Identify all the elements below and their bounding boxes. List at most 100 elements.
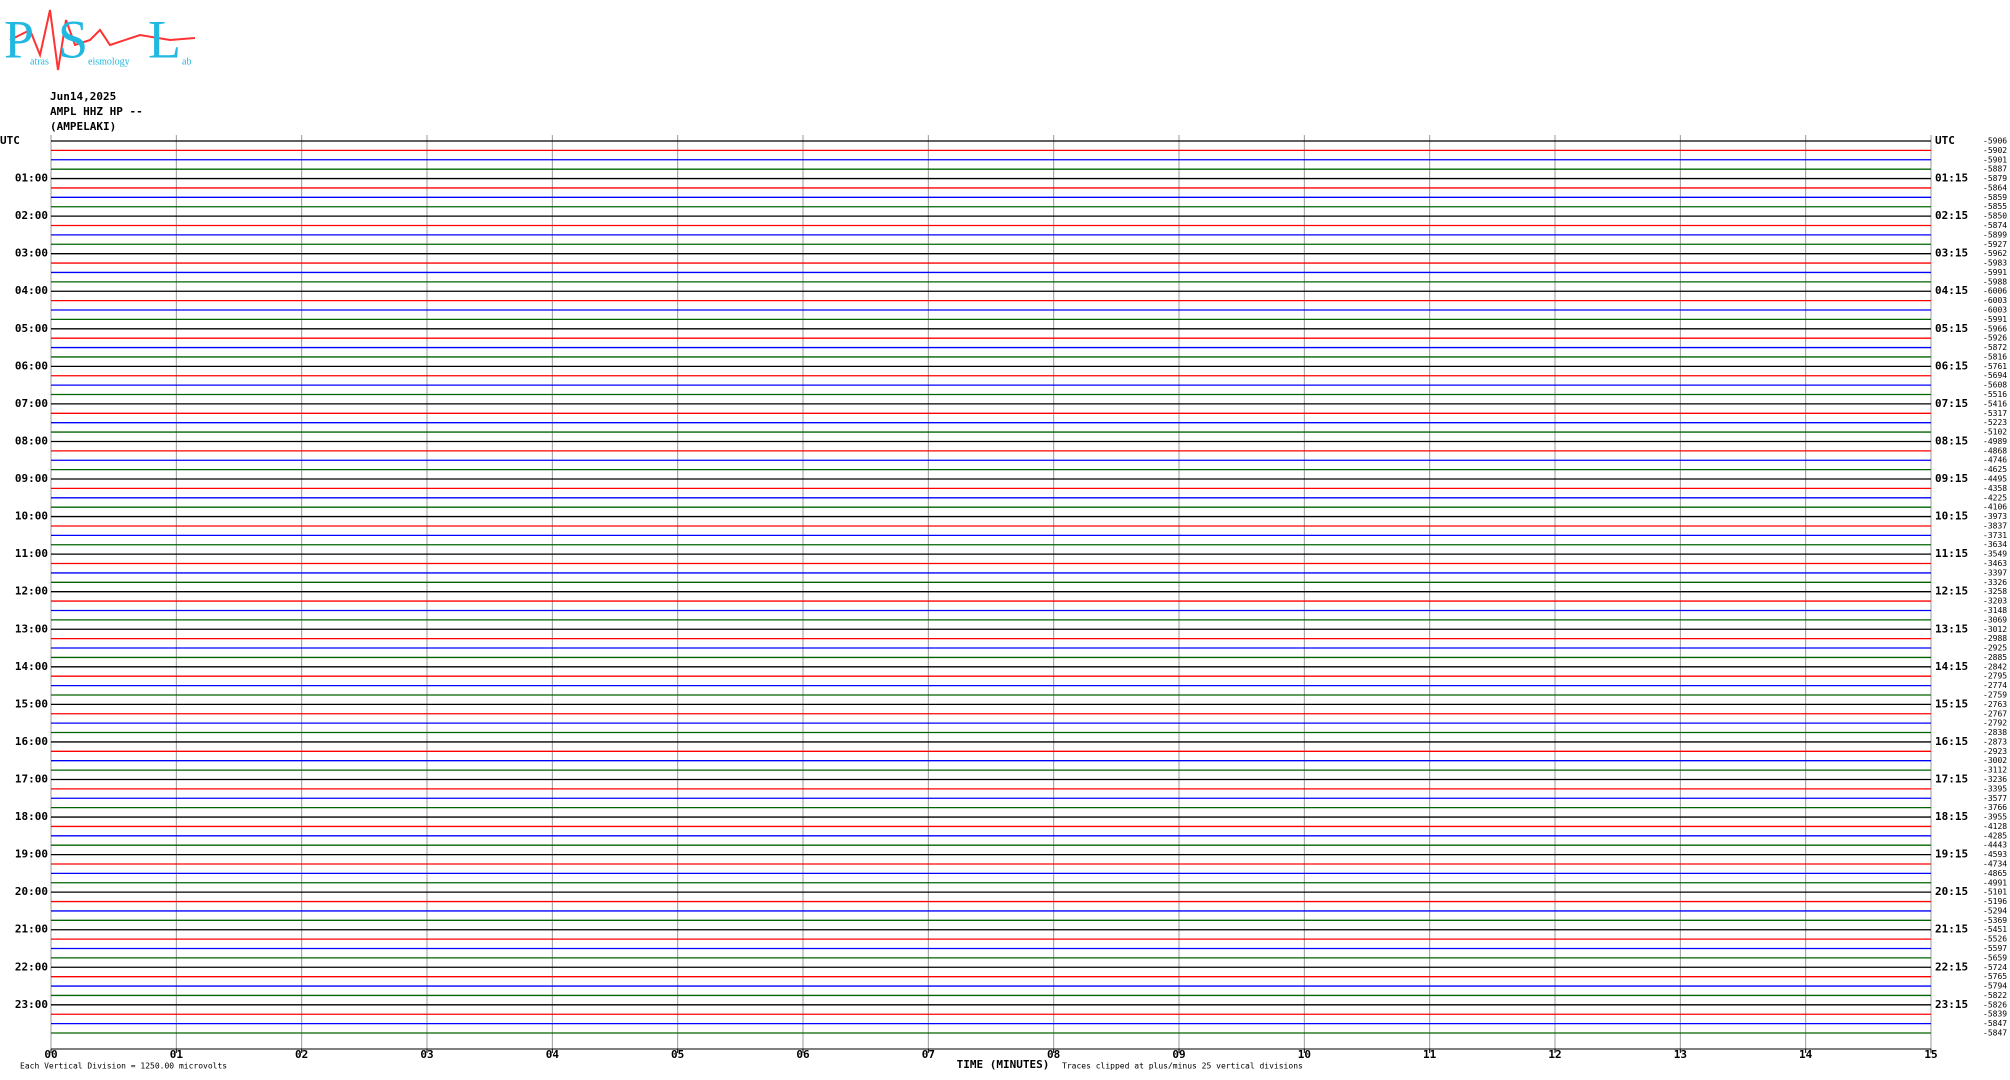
- row-label-right: 08:15: [1935, 434, 1968, 447]
- x-tick-label: 01: [170, 1048, 184, 1061]
- row-label-left: UTC: [0, 134, 20, 147]
- row-label-left: 19:00: [15, 848, 48, 861]
- offset-label: -2873: [1983, 737, 2007, 746]
- logo-letter: L: [148, 9, 181, 69]
- logo-word: ab: [182, 56, 191, 67]
- station: AMPL HHZ HP --: [50, 105, 143, 118]
- row-label-right: 05:15: [1935, 322, 1968, 335]
- offset-label: -5223: [1983, 418, 2007, 427]
- offset-label: -5991: [1983, 268, 2007, 277]
- offset-label: -3002: [1983, 756, 2007, 765]
- offset-label: -2795: [1983, 672, 2007, 681]
- row-label-left: 12:00: [15, 585, 48, 598]
- offset-label: -5850: [1983, 212, 2007, 221]
- offset-label: -5196: [1983, 897, 2007, 906]
- offset-label: -5983: [1983, 259, 2007, 268]
- offset-label: -5659: [1983, 953, 2007, 962]
- offset-label: -2763: [1983, 700, 2007, 709]
- x-tick-label: 06: [796, 1048, 810, 1061]
- offset-label: -2988: [1983, 634, 2007, 643]
- offset-label: -5765: [1983, 972, 2007, 981]
- row-label-right: 06:15: [1935, 359, 1968, 372]
- offset-label: -5597: [1983, 944, 2007, 953]
- offset-label: -5887: [1983, 165, 2007, 174]
- offset-label: -5864: [1983, 183, 2007, 192]
- row-label-right: 10:15: [1935, 510, 1968, 523]
- offset-label: -2792: [1983, 719, 2007, 728]
- offset-label: -6003: [1983, 296, 2007, 305]
- row-label-left: 03:00: [15, 247, 48, 260]
- x-tick-label: 14: [1799, 1048, 1813, 1061]
- offset-label: -3463: [1983, 559, 2007, 568]
- row-label-right: 17:15: [1935, 772, 1968, 785]
- offset-label: -2759: [1983, 690, 2007, 699]
- row-label-left: 04:00: [15, 284, 48, 297]
- offset-label: -2923: [1983, 747, 2007, 756]
- row-label-left: 14:00: [15, 660, 48, 673]
- offset-label: -3069: [1983, 615, 2007, 624]
- row-label-right: 04:15: [1935, 284, 1968, 297]
- offset-label: -5317: [1983, 409, 2007, 418]
- row-label-right: 16:15: [1935, 735, 1968, 748]
- row-label-right: 23:15: [1935, 998, 1968, 1011]
- row-label-right: 03:15: [1935, 247, 1968, 260]
- offset-label: -2885: [1983, 653, 2007, 662]
- row-label-left: 22:00: [15, 960, 48, 973]
- row-label-right: 20:15: [1935, 885, 1968, 898]
- x-tick-label: 15: [1924, 1048, 1937, 1061]
- offset-label: -4225: [1983, 493, 2007, 502]
- row-label-right: 01:15: [1935, 172, 1968, 185]
- offset-label: -6006: [1983, 287, 2007, 296]
- offset-label: -3148: [1983, 606, 2007, 615]
- offset-label: -5966: [1983, 324, 2007, 333]
- offset-label: -3577: [1983, 794, 2007, 803]
- offset-label: -5872: [1983, 343, 2007, 352]
- x-tick-label: 13: [1674, 1048, 1687, 1061]
- offset-label: -5874: [1983, 221, 2007, 230]
- offset-label: -5962: [1983, 249, 2007, 258]
- x-axis-label: TIME (MINUTES): [957, 1058, 1050, 1071]
- row-label-left: 21:00: [15, 923, 48, 936]
- offset-label: -5369: [1983, 916, 2007, 925]
- logo-letter: P: [4, 9, 34, 69]
- x-tick-label: 12: [1548, 1048, 1561, 1061]
- offset-label: -5855: [1983, 202, 2007, 211]
- row-label-left: 11:00: [15, 547, 48, 560]
- row-label-right: 12:15: [1935, 585, 1968, 598]
- offset-label: -5901: [1983, 155, 2007, 164]
- offset-label: -5526: [1983, 935, 2007, 944]
- offset-label: -3395: [1983, 784, 2007, 793]
- offset-label: -5879: [1983, 174, 2007, 183]
- row-label-left: 05:00: [15, 322, 48, 335]
- offset-label: -5761: [1983, 362, 2007, 371]
- offset-label: -5516: [1983, 390, 2007, 399]
- offset-label: -5991: [1983, 315, 2007, 324]
- row-label-left: 09:00: [15, 472, 48, 485]
- x-tick-label: 02: [295, 1048, 308, 1061]
- offset-label: -5294: [1983, 906, 2007, 915]
- logo-letter: S: [58, 9, 88, 69]
- offset-label: -4593: [1983, 850, 2007, 859]
- offset-label: -5822: [1983, 991, 2007, 1000]
- clip-note: Traces clipped at plus/minus 25 vertical…: [1062, 1062, 1303, 1071]
- row-label-right: 09:15: [1935, 472, 1968, 485]
- row-label-left: 16:00: [15, 735, 48, 748]
- offset-label: -5927: [1983, 240, 2007, 249]
- offset-label: -5902: [1983, 146, 2007, 155]
- row-label-left: 17:00: [15, 772, 48, 785]
- offset-label: -5839: [1983, 1010, 2007, 1019]
- offset-label: -3973: [1983, 512, 2007, 521]
- row-label-right: UTC: [1935, 134, 1955, 147]
- x-tick-label: 04: [546, 1048, 560, 1061]
- row-label-left: 02:00: [15, 209, 48, 222]
- row-label-right: 11:15: [1935, 547, 1968, 560]
- row-label-left: 20:00: [15, 885, 48, 898]
- logo-word: atras: [30, 56, 49, 67]
- site: (AMPELAKI): [50, 120, 116, 133]
- row-label-left: 01:00: [15, 172, 48, 185]
- offset-label: -5847: [1983, 1029, 2007, 1038]
- x-tick-label: 11: [1423, 1048, 1437, 1061]
- offset-label: -3326: [1983, 578, 2007, 587]
- offset-label: -4443: [1983, 841, 2007, 850]
